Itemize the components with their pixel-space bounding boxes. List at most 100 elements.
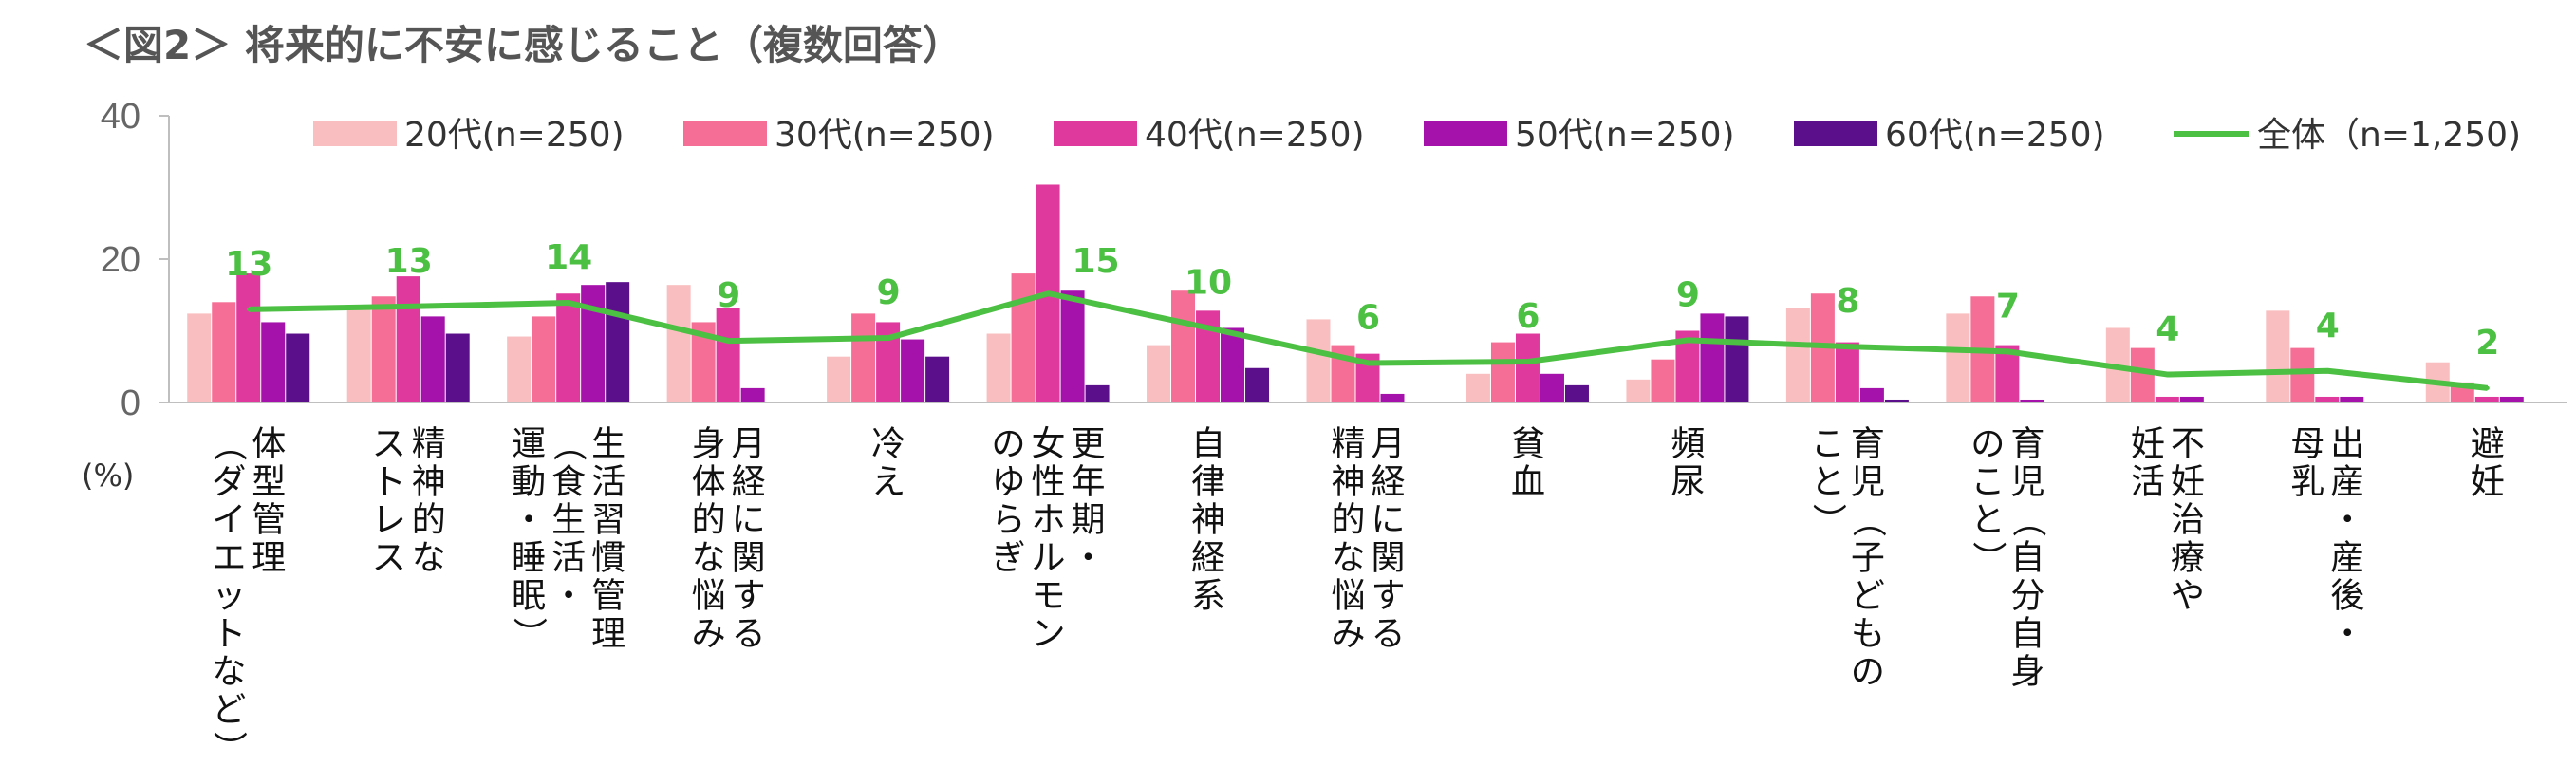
category-label-char: 月 bbox=[1371, 425, 1405, 464]
bar bbox=[2499, 396, 2524, 402]
category-label-char: も bbox=[1851, 615, 1885, 654]
category-label-char: 身 bbox=[2010, 653, 2044, 692]
category-label-char: 避 bbox=[2471, 425, 2505, 464]
category-label-char: 的 bbox=[412, 501, 446, 540]
data-label: 14 bbox=[545, 238, 592, 277]
category-label-char: ） bbox=[210, 731, 249, 765]
category-label-char: （ bbox=[2008, 503, 2047, 537]
bar bbox=[1221, 327, 1245, 402]
category-label-char: ・ bbox=[2330, 501, 2364, 540]
bar bbox=[1380, 393, 1405, 402]
category-label-char: の bbox=[992, 425, 1026, 464]
total-point bbox=[726, 339, 731, 344]
category-label-char: 悩 bbox=[692, 577, 726, 616]
bar bbox=[2266, 310, 2290, 402]
bar bbox=[1245, 367, 1270, 402]
category-label-char: 体 bbox=[252, 425, 286, 464]
category-label-char: ス bbox=[372, 539, 406, 578]
total-point bbox=[247, 307, 252, 311]
category-label-char: 後 bbox=[2330, 577, 2364, 616]
bar bbox=[2474, 396, 2499, 402]
data-label: 4 bbox=[2156, 310, 2179, 349]
category-label-char: 生 bbox=[551, 501, 586, 540]
category-label-char: 妊 bbox=[2131, 425, 2165, 464]
category-label-char: 活 bbox=[2131, 463, 2165, 502]
category-label-char: ・ bbox=[551, 577, 586, 616]
data-label: 9 bbox=[877, 273, 901, 312]
bar bbox=[1465, 373, 1490, 402]
data-label: 13 bbox=[385, 242, 433, 281]
bar bbox=[1011, 273, 1036, 402]
bar bbox=[2155, 396, 2179, 402]
legend-label: 全体（n=1,250) bbox=[2257, 116, 2521, 155]
category-label-char: 不 bbox=[2171, 425, 2205, 464]
legend-swatch bbox=[313, 121, 397, 146]
category-label-char: ・ bbox=[512, 501, 546, 540]
total-point bbox=[2006, 349, 2010, 354]
category-label-char: 関 bbox=[732, 539, 766, 578]
unit-label: (%) bbox=[82, 458, 134, 494]
category-label-char: 的 bbox=[1331, 501, 1365, 540]
category-label-char: に bbox=[1371, 501, 1405, 540]
category-label-char: 育 bbox=[1851, 425, 1885, 464]
bar bbox=[1564, 384, 1589, 402]
category-label-char: 子 bbox=[1851, 539, 1885, 578]
bar bbox=[1490, 342, 1515, 402]
category-label-char: 神 bbox=[412, 463, 446, 502]
category-label-char: ら bbox=[992, 501, 1026, 540]
bar bbox=[420, 316, 445, 402]
category-labels: 体型管理（ダイエットなど）精神的なストレス生活習慣管理（食生活・運動・睡眠）月経… bbox=[210, 425, 2505, 766]
category-label-char: 管 bbox=[252, 501, 286, 540]
total-point bbox=[2165, 372, 2170, 377]
legend-label: 40代(n=250) bbox=[1145, 116, 1365, 155]
category-label-char: 律 bbox=[1191, 463, 1225, 502]
bar bbox=[1147, 345, 1171, 402]
category-label-char: （ bbox=[1848, 503, 1887, 537]
legend-swatch bbox=[1054, 121, 1137, 146]
total-point bbox=[1206, 326, 1211, 330]
bar bbox=[716, 308, 740, 402]
bar bbox=[346, 308, 371, 402]
category-label-char: 血 bbox=[1511, 463, 1545, 502]
category-label-char: 自 bbox=[1191, 425, 1225, 464]
category-label-char: み bbox=[692, 615, 726, 654]
y-tick-label: 20 bbox=[101, 240, 140, 280]
category-label-char: 関 bbox=[1371, 539, 1405, 578]
category-label-char: 経 bbox=[1371, 463, 1405, 502]
category-label-char: イ bbox=[212, 501, 246, 540]
category-label-char: 眠 bbox=[512, 577, 546, 616]
category-label-char: と bbox=[1970, 501, 2005, 540]
category-label-char: に bbox=[732, 501, 766, 540]
total-point bbox=[1686, 338, 1690, 343]
bar bbox=[581, 285, 606, 402]
bar bbox=[556, 293, 581, 402]
category-label-char: 管 bbox=[591, 577, 625, 616]
bar bbox=[236, 273, 261, 402]
total-point bbox=[567, 301, 571, 306]
bar bbox=[2130, 347, 2155, 402]
total-point bbox=[2325, 368, 2330, 373]
category-label-char: の bbox=[1970, 425, 2005, 464]
data-label: 8 bbox=[1836, 282, 1859, 321]
category-label-char: ン bbox=[1032, 615, 1066, 654]
category-label-char: 型 bbox=[252, 463, 286, 502]
category-label-char: 性 bbox=[1032, 463, 1066, 502]
category-label-char: 体 bbox=[692, 463, 726, 502]
category-label-char: 産 bbox=[2330, 463, 2364, 502]
category-label-char: 系 bbox=[1191, 577, 1225, 616]
bar bbox=[261, 322, 286, 402]
category-label-char: 動 bbox=[512, 463, 546, 502]
legend-label: 30代(n=250) bbox=[775, 116, 995, 155]
bar bbox=[925, 356, 950, 402]
data-label: 2 bbox=[2475, 324, 2499, 363]
chart-title: ＜図2＞ 将来的に不安に感じること（複数回答） bbox=[84, 22, 962, 68]
legend-layer: 20代(n=250) 30代(n=250) 40代(n=250) 50代(n=250)… bbox=[313, 116, 2521, 155]
category-label-char: え bbox=[871, 463, 905, 502]
total-point bbox=[887, 336, 891, 341]
category-label-char: レ bbox=[372, 501, 406, 540]
category-label-char: や bbox=[2171, 577, 2205, 616]
bar bbox=[507, 336, 532, 402]
category-label-char: 悩 bbox=[1331, 577, 1365, 616]
bar bbox=[901, 339, 925, 402]
data-label: 6 bbox=[1356, 298, 1380, 337]
